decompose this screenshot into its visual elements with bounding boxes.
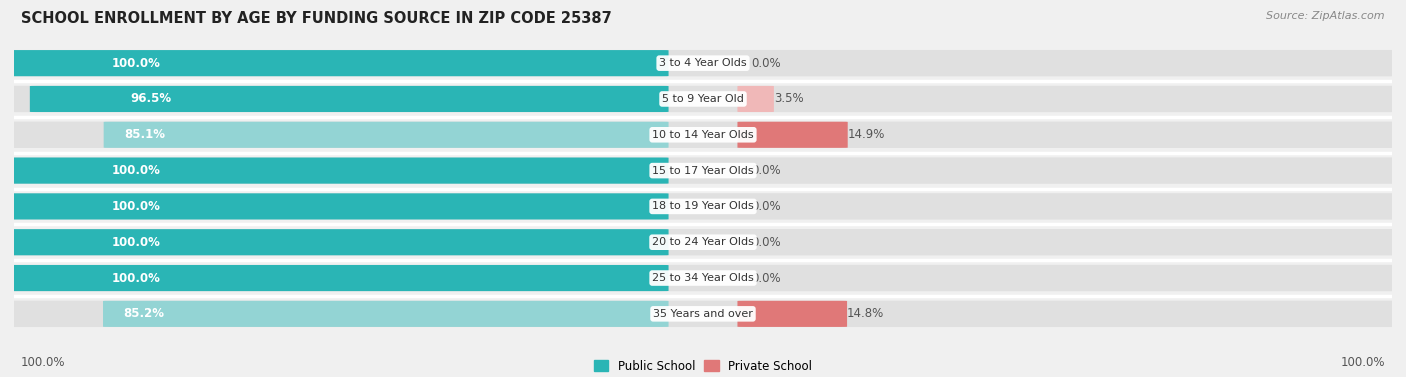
FancyBboxPatch shape <box>6 122 1400 148</box>
Text: 100.0%: 100.0% <box>1340 357 1385 369</box>
Text: 100.0%: 100.0% <box>111 57 160 70</box>
Text: 14.8%: 14.8% <box>846 307 884 320</box>
FancyBboxPatch shape <box>30 86 669 112</box>
FancyBboxPatch shape <box>7 229 669 255</box>
Text: 85.1%: 85.1% <box>124 128 166 141</box>
Text: 0.0%: 0.0% <box>751 236 780 249</box>
Text: 18 to 19 Year Olds: 18 to 19 Year Olds <box>652 201 754 211</box>
Text: 96.5%: 96.5% <box>131 92 172 106</box>
FancyBboxPatch shape <box>738 122 848 148</box>
FancyBboxPatch shape <box>6 86 1400 112</box>
Text: SCHOOL ENROLLMENT BY AGE BY FUNDING SOURCE IN ZIP CODE 25387: SCHOOL ENROLLMENT BY AGE BY FUNDING SOUR… <box>21 11 612 26</box>
Text: 0.0%: 0.0% <box>751 271 780 285</box>
Text: 3 to 4 Year Olds: 3 to 4 Year Olds <box>659 58 747 68</box>
FancyBboxPatch shape <box>104 122 669 148</box>
FancyBboxPatch shape <box>6 229 1400 255</box>
Text: 0.0%: 0.0% <box>751 200 780 213</box>
Legend: Public School, Private School: Public School, Private School <box>589 355 817 377</box>
Text: 100.0%: 100.0% <box>111 236 160 249</box>
FancyBboxPatch shape <box>6 158 1400 184</box>
FancyBboxPatch shape <box>7 193 669 219</box>
Text: 14.9%: 14.9% <box>848 128 886 141</box>
Text: 100.0%: 100.0% <box>111 164 160 177</box>
Text: 35 Years and over: 35 Years and over <box>652 309 754 319</box>
Text: 0.0%: 0.0% <box>751 57 780 70</box>
FancyBboxPatch shape <box>7 50 669 76</box>
Text: 0.0%: 0.0% <box>751 164 780 177</box>
Text: 100.0%: 100.0% <box>111 200 160 213</box>
Text: Source: ZipAtlas.com: Source: ZipAtlas.com <box>1267 11 1385 21</box>
FancyBboxPatch shape <box>6 265 1400 291</box>
Text: 100.0%: 100.0% <box>21 357 66 369</box>
FancyBboxPatch shape <box>738 86 773 112</box>
FancyBboxPatch shape <box>6 193 1400 219</box>
Text: 85.2%: 85.2% <box>124 307 165 320</box>
Text: 15 to 17 Year Olds: 15 to 17 Year Olds <box>652 166 754 176</box>
Text: 3.5%: 3.5% <box>773 92 803 106</box>
Text: 5 to 9 Year Old: 5 to 9 Year Old <box>662 94 744 104</box>
FancyBboxPatch shape <box>6 301 1400 327</box>
FancyBboxPatch shape <box>6 50 1400 76</box>
FancyBboxPatch shape <box>7 158 669 184</box>
Text: 10 to 14 Year Olds: 10 to 14 Year Olds <box>652 130 754 140</box>
Text: 25 to 34 Year Olds: 25 to 34 Year Olds <box>652 273 754 283</box>
FancyBboxPatch shape <box>7 265 669 291</box>
Text: 100.0%: 100.0% <box>111 271 160 285</box>
Text: 20 to 24 Year Olds: 20 to 24 Year Olds <box>652 237 754 247</box>
FancyBboxPatch shape <box>103 301 669 327</box>
FancyBboxPatch shape <box>738 301 846 327</box>
